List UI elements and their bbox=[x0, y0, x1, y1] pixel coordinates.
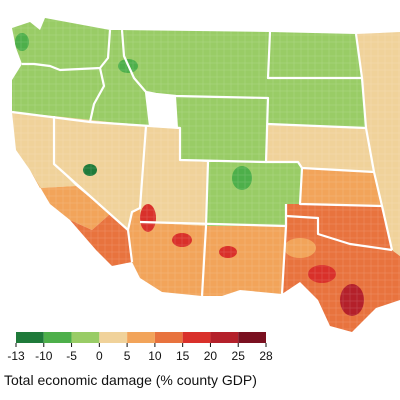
border bbox=[52, 116, 129, 231]
border bbox=[266, 31, 362, 80]
legend-tick-label: 15 bbox=[176, 349, 190, 363]
legend-tick-label: -5 bbox=[66, 349, 77, 363]
legend-tick-label: 28 bbox=[259, 349, 273, 363]
legend-swatch bbox=[71, 332, 100, 343]
legend-swatch bbox=[182, 332, 211, 343]
legend-tick-label: 20 bbox=[204, 349, 218, 363]
border bbox=[266, 160, 375, 174]
legend-title: Total economic damage (% county GDP) bbox=[4, 372, 257, 388]
border bbox=[354, 33, 394, 251]
legend-swatch bbox=[127, 332, 155, 343]
legend-swatch bbox=[16, 332, 44, 343]
border bbox=[280, 204, 288, 295]
legend-swatch bbox=[43, 332, 72, 343]
legend-swatch bbox=[154, 332, 183, 343]
legend-tick-label: 0 bbox=[96, 349, 103, 363]
border bbox=[267, 122, 367, 130]
legend-tick-label: 25 bbox=[232, 349, 246, 363]
legend-tick-label: -13 bbox=[7, 349, 25, 363]
legend-swatch bbox=[210, 332, 239, 343]
border bbox=[126, 125, 148, 231]
border bbox=[126, 229, 134, 263]
legend-tick-label: -10 bbox=[35, 349, 53, 363]
border bbox=[11, 90, 270, 164]
county-damage-map bbox=[0, 0, 400, 332]
legend-swatch bbox=[238, 332, 266, 343]
legend-tick-label: 5 bbox=[124, 349, 131, 363]
legend-tick-label: 10 bbox=[148, 349, 162, 363]
legend-swatch bbox=[99, 332, 128, 343]
border bbox=[88, 67, 106, 123]
border bbox=[298, 167, 383, 208]
county-texture bbox=[0, 0, 400, 332]
border bbox=[200, 161, 210, 297]
border bbox=[22, 29, 112, 72]
border bbox=[139, 220, 287, 228]
border bbox=[285, 214, 393, 252]
color-legend: -13 -10 -5 0 5 10 15 20 25 28 bbox=[7, 332, 273, 363]
border bbox=[120, 29, 152, 127]
